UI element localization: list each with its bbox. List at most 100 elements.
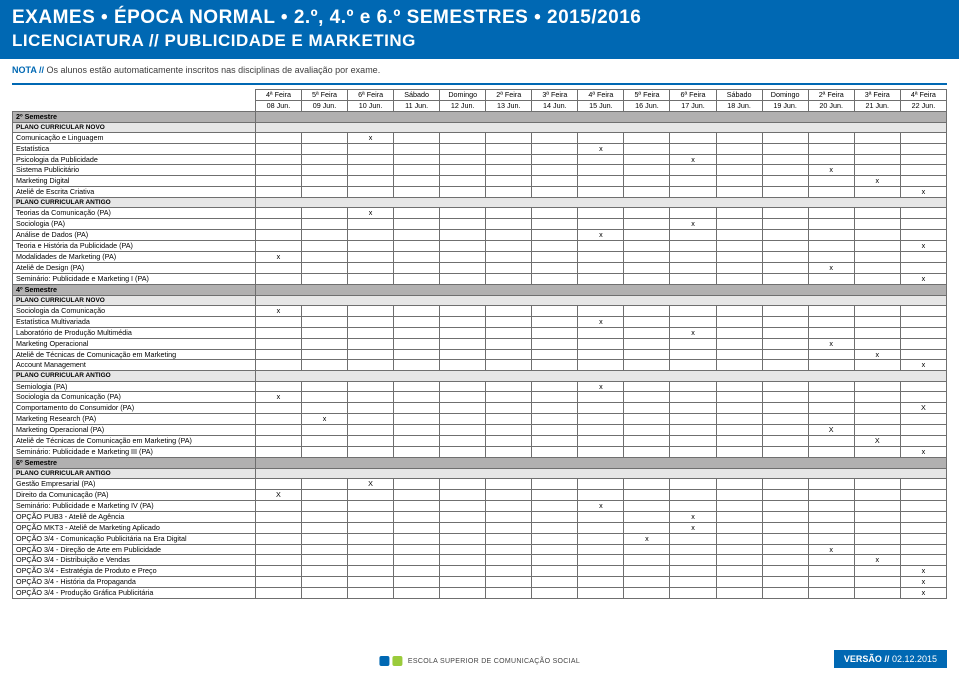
row-label: Teoria e História da Publicidade (PA) — [13, 241, 256, 252]
cell — [348, 349, 394, 360]
cell — [255, 566, 301, 577]
table-row: Marketing Operacional (PA)X — [13, 425, 947, 436]
col-header-date: 09 Jun. — [301, 100, 347, 111]
cell — [808, 208, 854, 219]
cell — [716, 500, 762, 511]
section-row: 4º Semestre — [13, 284, 947, 295]
cell — [670, 544, 716, 555]
cell — [808, 316, 854, 327]
cell — [301, 241, 347, 252]
cell — [670, 577, 716, 588]
cell — [578, 327, 624, 338]
cell: x — [854, 555, 900, 566]
cell — [394, 187, 440, 198]
cell: X — [348, 479, 394, 490]
table-body: 2º SemestrePLANO CURRICULAR NOVOComunica… — [13, 111, 947, 599]
cell — [854, 305, 900, 316]
cell — [716, 316, 762, 327]
table-row: Seminário: Publicidade e Marketing IV (P… — [13, 500, 947, 511]
cell — [301, 489, 347, 500]
table-row: Sociologia da Comunicaçãox — [13, 305, 947, 316]
cell — [348, 154, 394, 165]
cell — [255, 338, 301, 349]
table-row: Sociologia (PA)x — [13, 219, 947, 230]
table-row: Teoria e História da Publicidade (PA)x — [13, 241, 947, 252]
cell — [716, 425, 762, 436]
cell — [255, 273, 301, 284]
cell — [440, 577, 486, 588]
cell — [670, 143, 716, 154]
row-label: Marketing Digital — [13, 176, 256, 187]
cell — [808, 187, 854, 198]
cell — [394, 447, 440, 458]
row-label: OPÇÃO 3/4 - Direção de Arte em Publicida… — [13, 544, 256, 555]
cell: X — [255, 489, 301, 500]
cell — [762, 533, 808, 544]
row-label: OPÇÃO 3/4 - Comunicação Publicitária na … — [13, 533, 256, 544]
cell — [532, 522, 578, 533]
cell — [808, 533, 854, 544]
cell — [301, 208, 347, 219]
cell — [716, 219, 762, 230]
cell — [486, 566, 532, 577]
cell — [486, 241, 532, 252]
cell — [670, 489, 716, 500]
col-header-date: 18 Jun. — [716, 100, 762, 111]
cell — [854, 588, 900, 599]
cell — [808, 327, 854, 338]
cell — [716, 533, 762, 544]
table-row: Marketing Operacionalx — [13, 338, 947, 349]
cell: x — [808, 338, 854, 349]
cell — [762, 327, 808, 338]
cell: x — [900, 273, 946, 284]
cell — [532, 327, 578, 338]
cell — [394, 544, 440, 555]
cell — [394, 360, 440, 371]
cell — [670, 305, 716, 316]
cell — [716, 252, 762, 263]
cell — [808, 381, 854, 392]
cell — [301, 436, 347, 447]
cell — [394, 588, 440, 599]
cell — [394, 577, 440, 588]
cell — [440, 305, 486, 316]
cell: x — [348, 208, 394, 219]
cell — [762, 436, 808, 447]
cell — [762, 241, 808, 252]
cell — [486, 154, 532, 165]
cell — [716, 273, 762, 284]
cell — [440, 533, 486, 544]
cell: x — [578, 230, 624, 241]
section-span — [255, 284, 946, 295]
cell — [486, 132, 532, 143]
col-header-date: 14 Jun. — [532, 100, 578, 111]
cell — [716, 132, 762, 143]
cell — [486, 392, 532, 403]
cell — [301, 392, 347, 403]
cell — [762, 479, 808, 490]
row-label: Comunicação e Linguagem — [13, 132, 256, 143]
table-row: OPÇÃO 3/4 - Direção de Arte em Publicida… — [13, 544, 947, 555]
cell — [624, 392, 670, 403]
cell — [900, 414, 946, 425]
cell — [348, 425, 394, 436]
divider — [12, 83, 947, 85]
cell — [394, 241, 440, 252]
school-logo: ESCOLA SUPERIOR DE COMUNICAÇÃO SOCIAL — [379, 656, 580, 666]
row-label: Sociologia da Comunicação — [13, 305, 256, 316]
cell — [348, 360, 394, 371]
cell — [486, 544, 532, 555]
cell — [348, 555, 394, 566]
cell — [854, 241, 900, 252]
cell: x — [348, 132, 394, 143]
cell — [578, 577, 624, 588]
cell — [394, 349, 440, 360]
cell — [808, 511, 854, 522]
cell — [532, 360, 578, 371]
cell — [532, 555, 578, 566]
cell — [440, 208, 486, 219]
cell — [301, 338, 347, 349]
col-header-date: 15 Jun. — [578, 100, 624, 111]
cell — [808, 500, 854, 511]
cell — [394, 403, 440, 414]
